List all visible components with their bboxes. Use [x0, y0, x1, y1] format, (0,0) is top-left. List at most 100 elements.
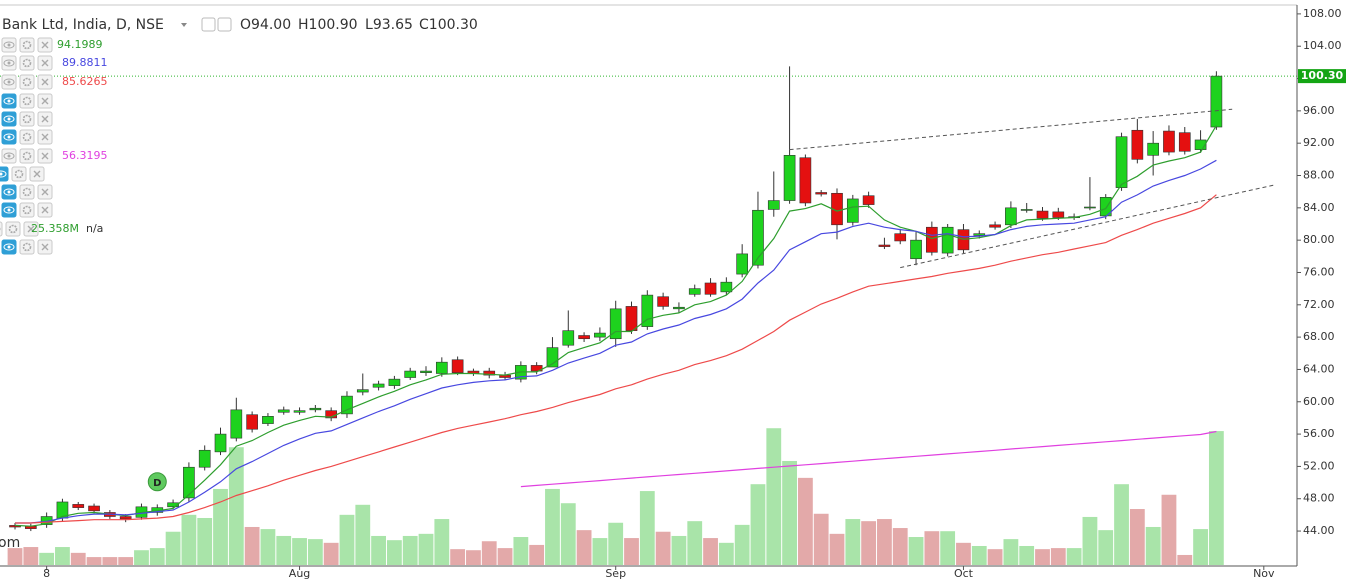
- candle-body: [1178, 132, 1191, 152]
- candle-body: [767, 200, 780, 210]
- gear-glyph: [22, 58, 32, 68]
- legend-icon[interactable]: [5, 221, 21, 237]
- close-glyph: [41, 206, 49, 214]
- volume-bar: [671, 535, 687, 565]
- y-tick-label: 76.00: [1303, 265, 1335, 278]
- volume-bar: [118, 557, 134, 565]
- legend-icon[interactable]: [19, 184, 35, 200]
- volume-bar: [560, 503, 576, 565]
- legend-value: 25.358M: [31, 222, 79, 235]
- gear-glyph: [22, 114, 32, 124]
- legend-icon[interactable]: [11, 166, 27, 182]
- eye-glyph: [3, 97, 15, 105]
- header-icon[interactable]: [217, 17, 232, 32]
- close-glyph: [41, 78, 49, 86]
- candle-body: [356, 389, 369, 393]
- volume-bar: [892, 528, 908, 565]
- x-tick-label: Aug: [289, 567, 310, 580]
- candle-body: [214, 433, 227, 453]
- indicator-line: [15, 159, 1217, 524]
- legend-value: 85.6265: [62, 75, 108, 88]
- volume-bar: [1208, 431, 1224, 565]
- header-icon[interactable]: [201, 17, 216, 32]
- gear-glyph: [22, 40, 32, 50]
- candle-body: [641, 294, 654, 327]
- candle-body: [783, 155, 796, 201]
- candle-body: [625, 306, 638, 331]
- trendline: [900, 184, 1274, 269]
- y-tick-label: 104.00: [1303, 39, 1342, 52]
- candle-body: [1052, 211, 1065, 218]
- volume-bar: [276, 535, 292, 565]
- y-tick-label: 56.00: [1303, 427, 1335, 440]
- y-tick-label: 84.00: [1303, 201, 1335, 214]
- volume-bar: [181, 514, 197, 565]
- gear-glyph: [22, 205, 32, 215]
- legend-icon[interactable]: [19, 111, 35, 127]
- gear-glyph: [22, 151, 32, 161]
- price-layer: D: [9, 66, 1274, 532]
- legend-value: 56.3195: [62, 149, 108, 162]
- symbol-dropdown[interactable]: [181, 23, 187, 27]
- ohlc-value: 94.00: [251, 17, 291, 33]
- volume-bar: [1019, 545, 1035, 565]
- close-glyph: [41, 41, 49, 49]
- legend-icon[interactable]: [19, 129, 35, 145]
- candle-body: [88, 505, 100, 512]
- legend-value: 94.1989: [57, 38, 103, 51]
- ohlc-key: C: [419, 17, 429, 33]
- y-tick-label: 68.00: [1303, 330, 1335, 343]
- legend-icon[interactable]: [0, 221, 3, 237]
- close-glyph: [41, 133, 49, 141]
- eye-glyph: [3, 133, 15, 141]
- y-tick-label: 108.00: [1303, 7, 1342, 20]
- volume-bar: [687, 521, 703, 565]
- candle-body: [815, 192, 828, 195]
- legend-icon[interactable]: [19, 202, 35, 218]
- ohlc-value: 100.90: [309, 17, 358, 33]
- eye-glyph: [3, 243, 15, 251]
- candle-body: [372, 383, 385, 388]
- candle-body: [198, 449, 211, 468]
- close-glyph: [41, 97, 49, 105]
- gear-glyph: [8, 224, 18, 234]
- candle-body: [1115, 136, 1128, 188]
- candle-body: [277, 409, 290, 413]
- legend-icon[interactable]: [19, 93, 35, 109]
- candle-body: [483, 370, 496, 376]
- legend-icon[interactable]: [19, 74, 35, 90]
- ohlc-item: L93.65: [365, 17, 413, 33]
- event-marker[interactable]: [147, 472, 167, 492]
- candle-body: [799, 157, 812, 204]
- candle-body: [262, 416, 274, 424]
- eye-glyph: [3, 78, 15, 86]
- y-tick-label: 80.00: [1303, 233, 1335, 246]
- candle-body: [293, 410, 306, 413]
- volume-bar: [402, 535, 418, 565]
- volume-bar: [971, 545, 987, 565]
- eye-glyph: [3, 152, 15, 160]
- volume-bar: [450, 549, 466, 565]
- legend-icon[interactable]: [19, 148, 35, 164]
- event-label: D: [153, 478, 161, 489]
- price-tag: [1298, 69, 1346, 84]
- candle-body: [404, 370, 417, 378]
- volume-bar: [39, 552, 55, 565]
- close-glyph: [41, 59, 49, 67]
- ohlc-key: L: [365, 17, 373, 33]
- legend-icon[interactable]: [19, 239, 35, 255]
- volume-bar: [703, 538, 718, 565]
- close-glyph: [27, 225, 35, 233]
- candle-body: [720, 281, 733, 293]
- volume-bar: [513, 537, 529, 565]
- eye-glyph: [3, 41, 15, 49]
- legend-icon[interactable]: [19, 37, 35, 53]
- volume-bar: [813, 513, 829, 565]
- candle-body: [609, 308, 622, 340]
- legend-icon[interactable]: [0, 166, 9, 182]
- gear-glyph: [22, 242, 32, 252]
- volume-bar: [386, 540, 402, 565]
- volume-bar: [1145, 526, 1161, 565]
- legend-icon[interactable]: [19, 55, 35, 71]
- gear-glyph: [14, 169, 24, 179]
